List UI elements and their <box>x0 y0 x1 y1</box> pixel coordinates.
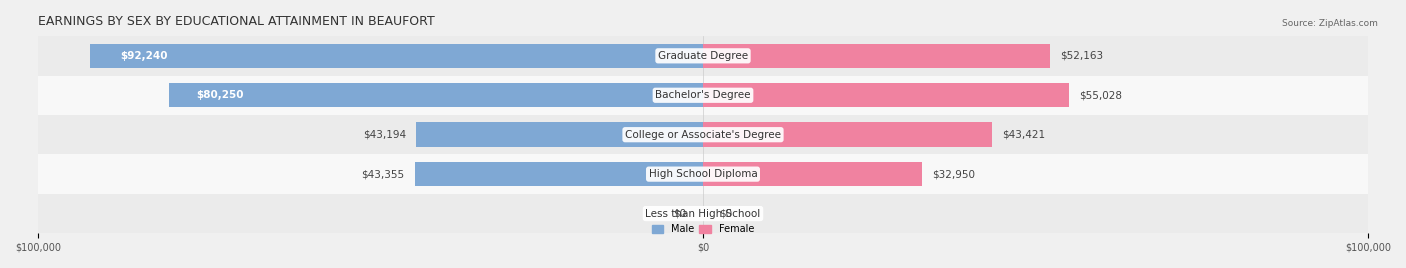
Text: $80,250: $80,250 <box>195 90 243 100</box>
Bar <box>38 76 1368 115</box>
Text: $32,950: $32,950 <box>932 169 976 179</box>
Bar <box>703 162 922 186</box>
Text: Less than High School: Less than High School <box>645 209 761 219</box>
Text: College or Associate's Degree: College or Associate's Degree <box>626 130 780 140</box>
Text: $52,163: $52,163 <box>1060 51 1102 61</box>
Bar <box>415 162 703 186</box>
Bar <box>90 44 703 68</box>
Text: Graduate Degree: Graduate Degree <box>658 51 748 61</box>
Bar <box>38 194 1368 233</box>
Text: $0: $0 <box>673 209 686 219</box>
Bar <box>416 122 703 147</box>
Text: Source: ZipAtlas.com: Source: ZipAtlas.com <box>1282 19 1378 28</box>
Bar <box>38 115 1368 154</box>
Legend: Male, Female: Male, Female <box>648 221 758 238</box>
Text: $92,240: $92,240 <box>121 51 167 61</box>
Text: $0: $0 <box>720 209 733 219</box>
Text: Bachelor's Degree: Bachelor's Degree <box>655 90 751 100</box>
Bar <box>169 83 703 107</box>
Text: $43,421: $43,421 <box>1001 130 1045 140</box>
Bar <box>703 83 1069 107</box>
Text: High School Diploma: High School Diploma <box>648 169 758 179</box>
Bar <box>38 36 1368 76</box>
Text: EARNINGS BY SEX BY EDUCATIONAL ATTAINMENT IN BEAUFORT: EARNINGS BY SEX BY EDUCATIONAL ATTAINMEN… <box>38 15 434 28</box>
Bar <box>703 44 1050 68</box>
Text: $55,028: $55,028 <box>1078 90 1122 100</box>
Text: $43,355: $43,355 <box>361 169 405 179</box>
Bar <box>703 122 991 147</box>
Bar <box>38 154 1368 194</box>
Text: $43,194: $43,194 <box>363 130 406 140</box>
